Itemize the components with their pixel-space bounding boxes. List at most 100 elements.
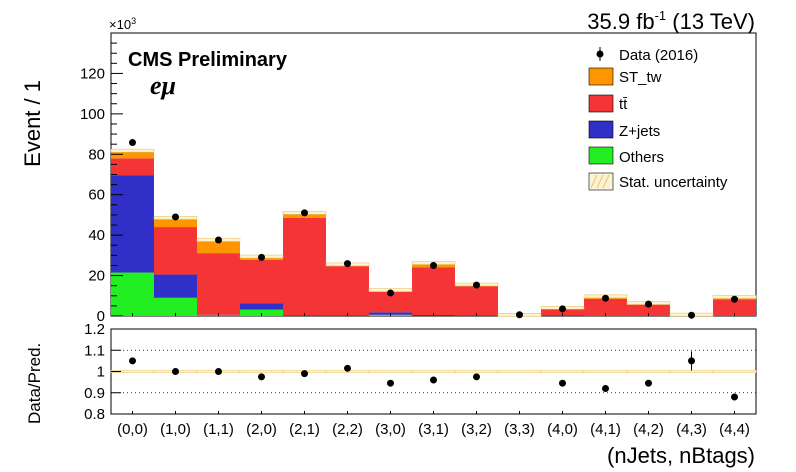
ratio-uncertainty-box-7 bbox=[411, 370, 456, 373]
ratio-point-13 bbox=[688, 357, 695, 365]
ratio-point-11 bbox=[602, 385, 609, 392]
data-point-3 bbox=[258, 253, 265, 261]
ratio-uncertainty-box-6 bbox=[368, 370, 413, 373]
y-axis-title: Event / 1 bbox=[20, 80, 45, 167]
x-tick-label: (2,0) bbox=[246, 421, 277, 438]
data-point-1 bbox=[172, 213, 179, 221]
data-point-11 bbox=[602, 294, 609, 302]
stacked-bars bbox=[111, 150, 756, 316]
ratio-point-10 bbox=[559, 379, 566, 387]
ratio-point-1 bbox=[172, 368, 179, 375]
legend-others-label: Others bbox=[619, 149, 664, 166]
bar-others-0 bbox=[111, 272, 154, 316]
ratio-point-5 bbox=[344, 364, 351, 372]
y-tick-label: 100 bbox=[80, 106, 105, 123]
ratio-y-tick-label: 1.2 bbox=[84, 321, 105, 338]
bar-tt-4 bbox=[283, 217, 326, 315]
x-tick-label: (2,1) bbox=[289, 421, 320, 438]
lumi-label: 35.9 fb-1 (13 TeV) bbox=[587, 8, 755, 34]
bar-tt-1 bbox=[154, 227, 197, 275]
ratio-point-0 bbox=[129, 357, 136, 365]
x-tick-label: (3,2) bbox=[461, 421, 492, 438]
ratio-uncertainty-box-14 bbox=[712, 370, 757, 373]
bar-zjets-1 bbox=[154, 274, 197, 298]
bar-tt-12 bbox=[627, 304, 670, 316]
y-tick-label: 20 bbox=[88, 268, 105, 285]
y-multiplier: ×103 bbox=[109, 16, 136, 32]
ratio-uncertainty-box-11 bbox=[583, 370, 628, 373]
ratio-point-2 bbox=[215, 368, 222, 375]
channel-label: eμ bbox=[150, 71, 176, 100]
ratio-point-3 bbox=[258, 373, 265, 381]
data-point-0 bbox=[129, 139, 136, 147]
legend-data-marker bbox=[596, 50, 604, 58]
bar-tt-14 bbox=[713, 299, 756, 316]
x-tick-label: (4,0) bbox=[547, 421, 578, 438]
x-tick-label: (4,2) bbox=[633, 421, 664, 438]
data-point-4 bbox=[301, 209, 308, 217]
x-tick-label: (4,3) bbox=[676, 421, 707, 438]
ratio-y-axis-title: Data/Pred. bbox=[25, 343, 44, 424]
ratio-uncertainty-box-13 bbox=[669, 370, 714, 373]
bar-tt-6 bbox=[369, 291, 412, 313]
x-tick-label: (4,4) bbox=[719, 421, 750, 438]
ratio-point-4 bbox=[301, 370, 308, 378]
x-tick-label: (1,1) bbox=[203, 421, 234, 438]
ratio-point-8 bbox=[473, 373, 480, 381]
data-point-12 bbox=[645, 300, 652, 308]
x-tick-label: (3,0) bbox=[375, 421, 406, 438]
ratio-uncertainty-box-3 bbox=[239, 370, 284, 373]
bar-tt-0 bbox=[111, 158, 154, 176]
bar-zjets-3 bbox=[240, 303, 283, 310]
legend-others-swatch bbox=[588, 146, 614, 165]
ratio-point-6 bbox=[387, 379, 394, 387]
bar-tt-11 bbox=[584, 298, 627, 316]
main-y-axis-ticks: 0 20 40 60 80 100 120 bbox=[80, 42, 123, 325]
y-tick-label: 80 bbox=[88, 146, 105, 163]
data-point-10 bbox=[559, 305, 566, 313]
x-axis-tick-labels: (0,0) (1,0) (1,1) (2,0) (2,1) (2,2) (3,0) (3,1)… bbox=[117, 411, 750, 438]
ratio-uncertainty-box-10 bbox=[540, 370, 585, 373]
bar-others-1 bbox=[154, 297, 197, 316]
y-tick-label: 40 bbox=[88, 227, 105, 244]
legend-uncertainty-label: Stat. uncertainty bbox=[619, 174, 728, 191]
bar-tt-3 bbox=[240, 260, 283, 304]
x-tick-label: (3,3) bbox=[504, 421, 535, 438]
x-tick-label: (2,2) bbox=[332, 421, 363, 438]
ratio-y-tick-label: 1.1 bbox=[84, 342, 105, 359]
data-point-5 bbox=[344, 260, 351, 268]
ratio-uncertainty-box-12 bbox=[626, 370, 671, 373]
legend-ttbar-label: tt̄ bbox=[619, 96, 628, 113]
legend-uncertainty-swatch bbox=[588, 172, 614, 191]
x-axis-title: (nJets, nBtags) bbox=[607, 443, 755, 468]
uncertainty-box-0 bbox=[110, 148, 155, 153]
legend-data-label: Data (2016) bbox=[619, 47, 698, 64]
legend-stw-label: ST_tw bbox=[619, 69, 662, 86]
ratio-point-12 bbox=[645, 379, 652, 387]
ratio-points bbox=[129, 351, 738, 401]
bar-sttw-1 bbox=[154, 217, 197, 228]
x-tick-label: (1,0) bbox=[160, 421, 191, 438]
bar-tt-2 bbox=[197, 253, 240, 315]
bar-others-3 bbox=[240, 309, 283, 316]
ratio-point-7 bbox=[430, 376, 437, 384]
data-point-6 bbox=[387, 289, 394, 297]
x-tick-label: (0,0) bbox=[117, 421, 148, 438]
ratio-uncertainty-box-9 bbox=[497, 370, 542, 373]
experiment-label: CMS Preliminary bbox=[128, 49, 288, 71]
data-point-14 bbox=[731, 295, 738, 303]
legend-ttbar-swatch bbox=[588, 94, 614, 113]
legend-zjets-swatch bbox=[588, 120, 614, 139]
legend-stw-swatch bbox=[588, 67, 614, 86]
bar-tt-5 bbox=[326, 266, 369, 316]
main-x-axis-ticks bbox=[132, 313, 735, 316]
data-point-2 bbox=[215, 236, 222, 244]
ratio-uncertainty-band bbox=[110, 370, 757, 373]
bar-sttw-2 bbox=[197, 239, 240, 254]
bar-tt-7 bbox=[412, 267, 455, 315]
ratio-y-axis-ticks: 0.8 0.9 1 1.1 1.2 bbox=[84, 321, 121, 423]
legend: Data (2016) ST_tw tt̄ Z+jets Others Stat… bbox=[588, 47, 728, 191]
bar-sttw-0 bbox=[111, 150, 154, 159]
ratio-y-tick-label: 1 bbox=[97, 364, 105, 381]
